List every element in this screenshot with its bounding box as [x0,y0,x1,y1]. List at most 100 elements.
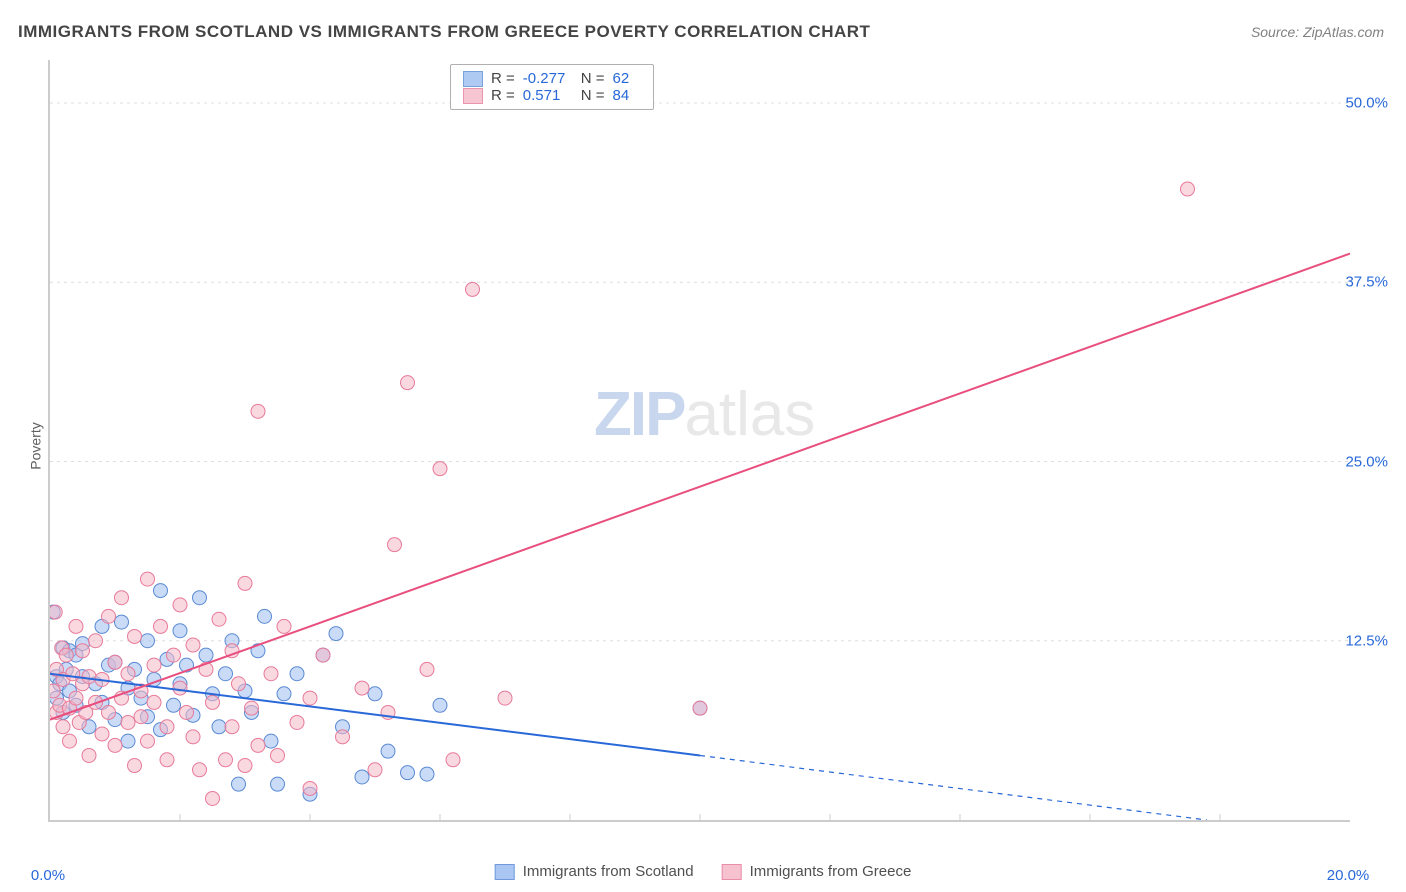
data-point [271,748,285,762]
legend-swatch [463,71,483,87]
data-point [303,691,317,705]
data-point [355,681,369,695]
data-point [238,759,252,773]
data-point [115,591,129,605]
data-point [433,462,447,476]
legend-row: R = -0.277 N = 62 [463,70,641,87]
series-name: Immigrants from Scotland [523,863,694,880]
n-value: 84 [613,87,641,104]
data-point [264,667,278,681]
data-point [199,648,213,662]
data-point [498,691,512,705]
x-tick-label: 0.0% [31,867,65,884]
data-point [271,777,285,791]
source-prefix: Source: [1251,24,1303,40]
source-attribution: Source: ZipAtlas.com [1251,24,1384,40]
data-point [63,734,77,748]
chart-title: IMMIGRANTS FROM SCOTLAND VS IMMIGRANTS F… [18,22,870,42]
data-point [50,684,60,698]
y-tick-label: 50.0% [1345,95,1388,112]
data-point [238,576,252,590]
data-point [225,720,239,734]
y-tick-label: 25.0% [1345,453,1388,470]
data-point [245,701,259,715]
r-label: R = [491,70,515,87]
series-legend: Immigrants from Scotland Immigrants from… [495,863,912,880]
data-point [102,705,116,719]
data-point [160,753,174,767]
chart-plot-area [48,60,1350,822]
legend-swatch [463,88,483,104]
data-point [56,720,70,734]
data-point [368,763,382,777]
data-point [303,781,317,795]
data-point [232,777,246,791]
data-point [167,648,181,662]
data-point [232,677,246,691]
data-point [173,598,187,612]
data-point [167,698,181,712]
data-point [466,282,480,296]
data-point [1181,182,1195,196]
data-point [251,404,265,418]
data-point [59,648,73,662]
data-point [693,701,707,715]
data-point [147,658,161,672]
data-point [219,667,233,681]
r-label: R = [491,87,515,104]
chart-svg [50,60,1350,820]
data-point [108,738,122,752]
legend-item: Immigrants from Scotland [495,863,694,880]
data-point [381,744,395,758]
data-point [141,734,155,748]
data-point [108,655,122,669]
r-value: -0.277 [523,70,573,87]
data-point [329,627,343,641]
data-point [186,638,200,652]
data-point [277,619,291,633]
data-point [290,667,304,681]
data-point [336,730,350,744]
data-point [206,791,220,805]
data-point [264,734,278,748]
trend-line [50,254,1350,720]
n-label: N = [581,87,605,104]
data-point [147,695,161,709]
data-point [277,687,291,701]
y-tick-label: 37.5% [1345,274,1388,291]
data-point [82,670,96,684]
data-point [134,710,148,724]
data-point [212,612,226,626]
r-value: 0.571 [523,87,573,104]
data-point [446,753,460,767]
data-point [180,705,194,719]
data-point [95,727,109,741]
y-tick-label: 12.5% [1345,632,1388,649]
data-point [316,648,330,662]
y-axis-label: Poverty [28,422,44,469]
data-point [420,662,434,676]
data-point [115,615,129,629]
data-point [128,629,142,643]
data-point [121,667,135,681]
n-value: 62 [613,70,641,87]
data-point [420,767,434,781]
source-name: ZipAtlas.com [1303,24,1384,40]
data-point [212,720,226,734]
data-point [50,605,62,619]
data-point [89,634,103,648]
data-point [69,619,83,633]
data-point [154,619,168,633]
data-point [121,734,135,748]
data-point [355,770,369,784]
x-tick-label: 20.0% [1327,867,1370,884]
data-point [258,609,272,623]
series-name: Immigrants from Greece [750,863,912,880]
data-point [141,572,155,586]
data-point [69,691,83,705]
data-point [290,715,304,729]
data-point [401,376,415,390]
data-point [82,748,96,762]
data-point [102,609,116,623]
legend-swatch [722,864,742,880]
